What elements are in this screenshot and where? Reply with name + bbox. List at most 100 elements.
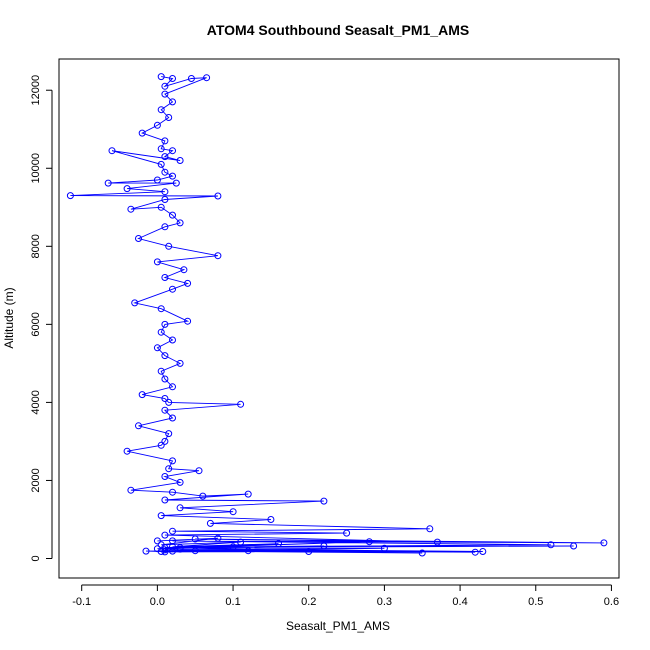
y-tick-label: 4000 xyxy=(30,390,42,414)
data-point xyxy=(165,430,173,438)
data-point xyxy=(169,383,176,391)
data-point xyxy=(195,467,203,475)
data-point xyxy=(135,235,142,242)
data-point xyxy=(176,504,184,512)
data-point xyxy=(161,168,169,176)
x-tick-label: -0.1 xyxy=(72,596,91,608)
data-point xyxy=(161,153,169,161)
data-point xyxy=(547,541,555,549)
data-point xyxy=(138,129,146,137)
data-point xyxy=(165,114,173,121)
data-point xyxy=(157,160,165,168)
series-line xyxy=(70,76,604,554)
data-point xyxy=(176,219,184,227)
data-point xyxy=(161,546,169,554)
data-point xyxy=(104,179,112,187)
x-tick-label: 0.2 xyxy=(301,596,316,608)
data-point xyxy=(169,172,176,180)
data-point xyxy=(161,437,169,445)
y-tick-label: 6000 xyxy=(30,312,42,336)
x-tick-label: 0.5 xyxy=(528,596,543,608)
data-point xyxy=(161,395,169,402)
data-point xyxy=(169,527,176,535)
data-point xyxy=(320,542,328,550)
data-point xyxy=(157,548,165,555)
data-point xyxy=(380,544,388,552)
data-point xyxy=(153,258,161,266)
data-point xyxy=(184,279,192,287)
data-point xyxy=(305,548,313,555)
y-tick-label: 8000 xyxy=(30,234,42,258)
data-point xyxy=(169,147,176,155)
data-point xyxy=(153,344,161,352)
data-point xyxy=(138,391,146,399)
data-point xyxy=(157,512,165,520)
data-point xyxy=(157,203,165,211)
data-point xyxy=(161,90,169,98)
y-tick-label: 2000 xyxy=(30,468,42,492)
data-point xyxy=(203,74,211,82)
x-tick-label: 0.1 xyxy=(225,596,240,608)
data-point xyxy=(229,543,237,551)
data-point xyxy=(157,106,165,114)
data-point xyxy=(365,538,373,546)
data-point xyxy=(479,548,487,555)
data-point xyxy=(169,547,176,555)
data-point xyxy=(165,398,173,406)
data-point xyxy=(199,492,207,500)
data-point xyxy=(169,336,176,344)
data-point xyxy=(184,317,192,325)
data-point xyxy=(191,547,199,555)
data-point xyxy=(433,538,441,546)
data-point xyxy=(169,75,176,82)
x-tick-label: 0.3 xyxy=(377,596,392,608)
data-point xyxy=(161,375,169,383)
data-point xyxy=(131,299,139,307)
data-point xyxy=(169,488,176,496)
data-point xyxy=(418,549,426,557)
data-point xyxy=(600,539,608,547)
data-point xyxy=(153,537,161,545)
data-point xyxy=(161,82,169,90)
data-point xyxy=(169,98,176,106)
data-point xyxy=(267,516,275,523)
data-point xyxy=(570,542,578,550)
data-point xyxy=(153,176,161,184)
plot-frame xyxy=(58,58,620,579)
data-point xyxy=(237,538,245,546)
data-point xyxy=(169,457,176,465)
series-layer xyxy=(66,73,608,557)
data-point xyxy=(214,252,222,260)
data-point xyxy=(172,179,180,187)
x-tick-label: 0.4 xyxy=(452,596,467,608)
data-point xyxy=(214,534,222,542)
data-point xyxy=(66,192,74,200)
data-point xyxy=(161,274,169,281)
x-axis: -0.1 0.0 0.1 0.2 0.3 0.4 0.5 0.6 xyxy=(72,584,619,608)
chart-title: ATOM4 Southbound Seasalt_PM1_AMS xyxy=(207,22,469,38)
data-point xyxy=(244,547,252,555)
y-axis: 0 2000 4000 6000 8000 10000 12000 xyxy=(30,75,53,562)
data-point xyxy=(180,266,188,274)
data-point xyxy=(169,543,176,551)
data-point xyxy=(244,490,252,498)
data-point xyxy=(157,305,165,313)
data-point xyxy=(176,478,184,486)
data-point xyxy=(229,508,237,516)
data-point xyxy=(161,496,169,504)
data-point xyxy=(206,519,214,527)
data-point xyxy=(343,529,351,537)
data-point xyxy=(169,211,176,219)
data-point xyxy=(161,320,169,328)
data-point xyxy=(161,531,169,539)
data-point xyxy=(176,545,184,553)
data-point xyxy=(153,121,161,129)
data-point xyxy=(142,547,150,555)
data-point xyxy=(157,145,165,153)
data-point xyxy=(127,205,135,213)
x-tick-label: 0.6 xyxy=(604,596,619,608)
data-point xyxy=(161,223,169,231)
data-point xyxy=(161,352,169,360)
data-point xyxy=(165,242,173,250)
